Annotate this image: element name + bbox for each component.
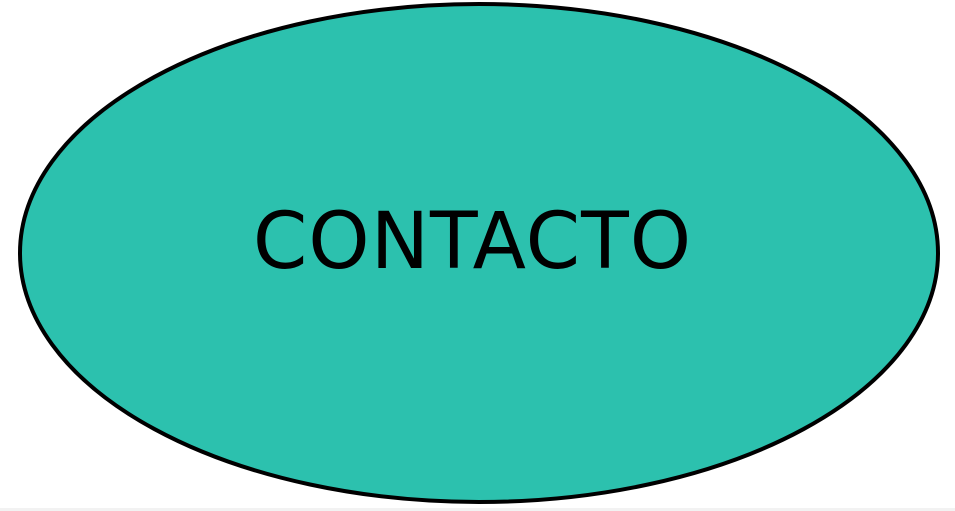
oval-fill <box>18 2 940 504</box>
bottom-edge-strip <box>0 508 955 511</box>
